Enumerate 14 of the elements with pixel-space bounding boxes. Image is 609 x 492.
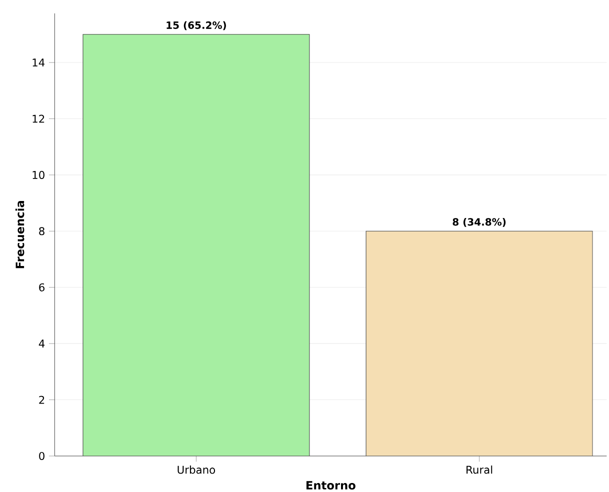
y-tick-label: 2 <box>39 396 44 404</box>
y-tick-label: 6 <box>39 283 44 292</box>
y-axis-title: Frecuencia <box>15 201 24 268</box>
y-tick-label: 8 <box>39 227 44 236</box>
data-label: 8 (34.8%) <box>452 218 506 227</box>
y-tick-label: 0 <box>39 452 44 460</box>
x-tick-label: Urbano <box>178 466 216 474</box>
y-tick-label: 4 <box>38 340 45 348</box>
y-tick-label: 12 <box>32 114 44 123</box>
y-tick-label: 14 <box>32 58 45 66</box>
x-tick-label: Rural <box>466 466 492 474</box>
y-tick-label: 10 <box>32 170 44 179</box>
data-label: 15 (65.2%) <box>166 21 226 30</box>
x-axis-title: Entorno <box>306 481 356 490</box>
